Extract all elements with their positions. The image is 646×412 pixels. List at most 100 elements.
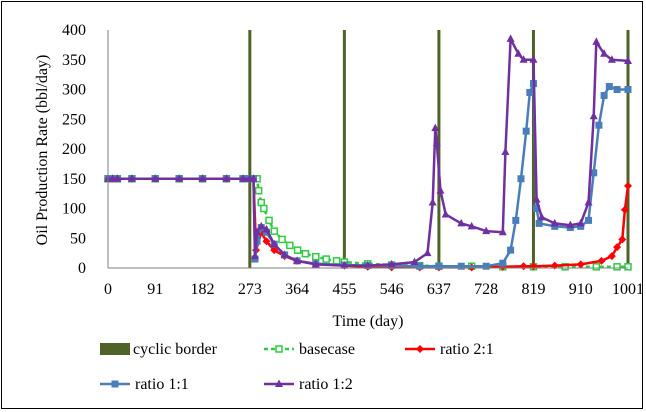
x-tick-label-455: 455 [332,281,356,298]
data-point-basecase-23 [332,257,341,265]
data-point-ratio-1-2-43 [584,198,593,206]
data-point-ratio-2-1-31 [613,243,622,252]
data-point-ratio-1-2-8 [239,174,248,182]
series-line-ratio-1-2 [108,37,629,267]
data-point-ratio-1-1-23 [435,262,443,270]
legend-item-ratio-2-1: ratio 2:1 [405,341,494,358]
data-point-ratio-1-2-29 [457,218,466,227]
data-point-ratio-1-2-42 [576,218,585,227]
x-tick-label-91: 91 [147,281,163,298]
legend-label-ratio-2-1: ratio 2:1 [440,341,494,358]
data-point-ratio-2-1-25 [519,262,528,271]
data-point-ratio-1-2-35 [514,49,523,57]
data-point-ratio-2-1-33 [620,205,629,214]
data-point-basecase-13 [257,198,265,207]
data-point-ratio-1-2-34 [506,34,515,42]
data-point-ratio-1-2-33 [501,147,510,155]
x-tick-label-910: 910 [569,281,593,298]
data-point-ratio-1-2-25 [431,123,440,132]
data-point-ratio-2-1-28 [576,260,585,269]
data-point-ratio-1-1-28 [512,216,520,224]
y-tick-label-50: 50 [70,230,86,247]
y-tick-label-150: 150 [62,171,86,188]
cyclic-border-line-3 [531,30,535,268]
legend-label-cyclic-border: cyclic border [133,341,218,358]
data-point-ratio-1-2-44 [589,111,598,120]
data-point-ratio-1-1-41 [600,91,608,99]
data-point-ratio-1-1-29 [517,175,525,183]
data-point-ratio-1-1-34 [535,219,543,227]
series-line-ratio-1-1 [108,82,628,268]
data-point-ratio-1-1-40 [595,121,603,129]
data-point-basecase-22 [322,255,330,263]
y-tick-label-250: 250 [62,111,86,128]
x-tick-label-546: 546 [380,281,404,298]
data-point-ratio-1-1-27 [507,246,515,254]
x-tick-label-819: 819 [521,281,545,298]
data-point-ratio-1-2-48 [624,56,632,64]
data-point-ratio-2-1-30 [607,252,616,261]
data-point-ratio-1-2-11 [251,251,260,260]
data-point-ratio-1-2-13 [257,221,266,230]
data-point-basecase-33 [592,263,601,271]
tick-labels-layer: 0 50 100 150 200 250 300 350 400 0 91 182 273 364 455 5… [62,22,644,298]
x-tick-label-273: 273 [238,281,262,298]
data-point-ratio-1-1-43 [613,86,621,93]
data-point-ratio-1-2-3 [127,174,136,182]
legend-item-ratio-1-1: ratio 1:1 [100,376,189,393]
legend-label-basecase: basecase [299,341,355,358]
data-point-ratio-1-1-24 [457,262,465,270]
data-point-basecase-17 [278,235,286,244]
series-line-basecase [108,177,628,269]
data-point-ratio-1-2-37 [529,55,538,63]
data-point-ratio-1-2-31 [482,226,491,235]
legend-label-ratio-1-2: ratio 1:2 [299,376,353,393]
data-point-ratio-1-1-25 [482,262,490,270]
series-layer [104,34,632,272]
data-point-ratio-1-2-18 [311,259,320,268]
data-point-ratio-2-1-34 [624,181,632,190]
series-ratio-1-2 [104,34,632,269]
legend-item-ratio-1-2: ratio 1:2 [264,376,353,393]
legend-marker-ratio-1-2 [275,379,283,387]
data-point-basecase-19 [293,246,302,254]
cyclic-border-line-1 [342,30,346,268]
data-point-ratio-1-2-12 [253,227,262,236]
data-point-ratio-1-2-5 [175,174,184,182]
data-point-ratio-1-1-44 [624,86,632,93]
data-point-ratio-1-2-36 [519,55,528,63]
data-point-basecase-34 [613,263,621,271]
data-point-ratio-1-2-6 [198,174,207,182]
data-point-basecase-18 [286,241,294,250]
data-point-ratio-1-2-19 [340,261,349,269]
data-point-ratio-1-2-16 [280,250,289,258]
data-point-basecase-35 [624,263,632,271]
legend-item-basecase: basecase [264,341,355,358]
data-point-ratio-1-2-24 [428,198,437,206]
legend-marker-basecase [275,345,283,353]
x-tick-label-182: 182 [191,281,215,298]
legend-marker-ratio-1-1 [111,380,119,388]
data-point-ratio-1-2-21 [387,259,396,268]
x-tick-label-1001: 1001 [612,281,644,298]
data-point-ratio-1-2-10 [249,174,258,182]
data-point-ratio-1-2-30 [467,221,476,230]
y-tick-label-300: 300 [62,82,86,99]
data-point-basecase-14 [260,204,268,213]
y-axis-title: Oil Production Rate (bbl/day) [34,55,51,246]
data-point-ratio-1-2-15 [270,239,279,248]
y-tick-label-200: 200 [62,141,86,158]
data-point-ratio-1-2-32 [498,227,507,236]
data-point-ratio-1-2-46 [600,49,609,57]
legend: cyclic border basecase ratio 2:1 ratio 1:1 r… [100,341,494,393]
data-point-ratio-2-1-14 [270,246,279,255]
data-point-ratio-1-2-27 [436,186,445,194]
data-point-ratio-1-2-20 [363,261,372,269]
data-point-ratio-1-2-23 [423,248,432,257]
data-point-basecase-20 [301,249,310,258]
data-point-ratio-1-2-17 [293,256,302,264]
data-point-ratio-1-2-26 [432,138,441,147]
y-tick-label-0: 0 [78,260,86,277]
data-point-ratio-1-2-39 [537,212,546,221]
